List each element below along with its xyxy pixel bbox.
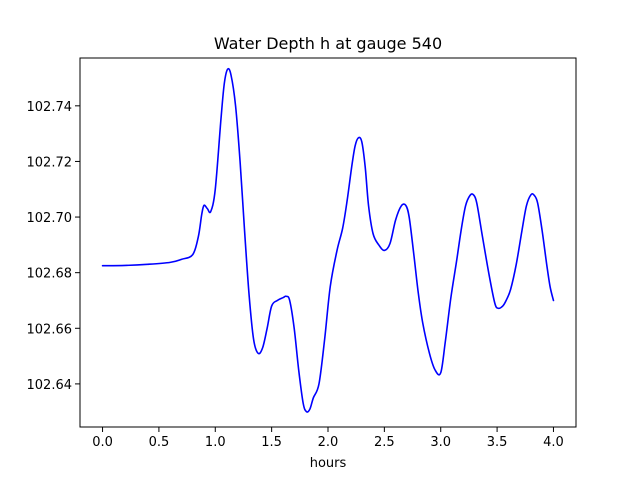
- y-tick-label: 102.64: [27, 378, 73, 393]
- x-tick-label: 1.5: [261, 435, 282, 450]
- x-tick-label: 1.0: [205, 435, 226, 450]
- plot-frame: [79, 57, 577, 428]
- y-tick-label: 102.70: [27, 211, 73, 226]
- x-tick-label: 3.5: [487, 435, 508, 450]
- x-tick-label: 2.0: [318, 435, 339, 450]
- x-tick-label: 4.0: [543, 435, 564, 450]
- y-tick-label: 102.66: [27, 322, 73, 337]
- chart-title: Water Depth h at gauge 540: [214, 34, 442, 53]
- x-tick-label: 3.0: [430, 435, 451, 450]
- axis-ticks: 0.0 0.5 1.0 1.5 2.0 2.5 3.0 3.5 4.0 102.64 102.66 1…: [27, 100, 564, 450]
- x-tick-label: 2.5: [374, 435, 395, 450]
- y-tick-label: 102.74: [27, 100, 73, 115]
- x-tick-label: 0.0: [92, 435, 113, 450]
- series-layer: [101, 67, 555, 413]
- y-tick-label: 102.72: [27, 155, 73, 170]
- x-tick-label: 0.5: [149, 435, 170, 450]
- series-line: [101, 67, 555, 413]
- y-tick-label: 102.68: [27, 267, 73, 282]
- x-axis-label: hours: [310, 456, 347, 471]
